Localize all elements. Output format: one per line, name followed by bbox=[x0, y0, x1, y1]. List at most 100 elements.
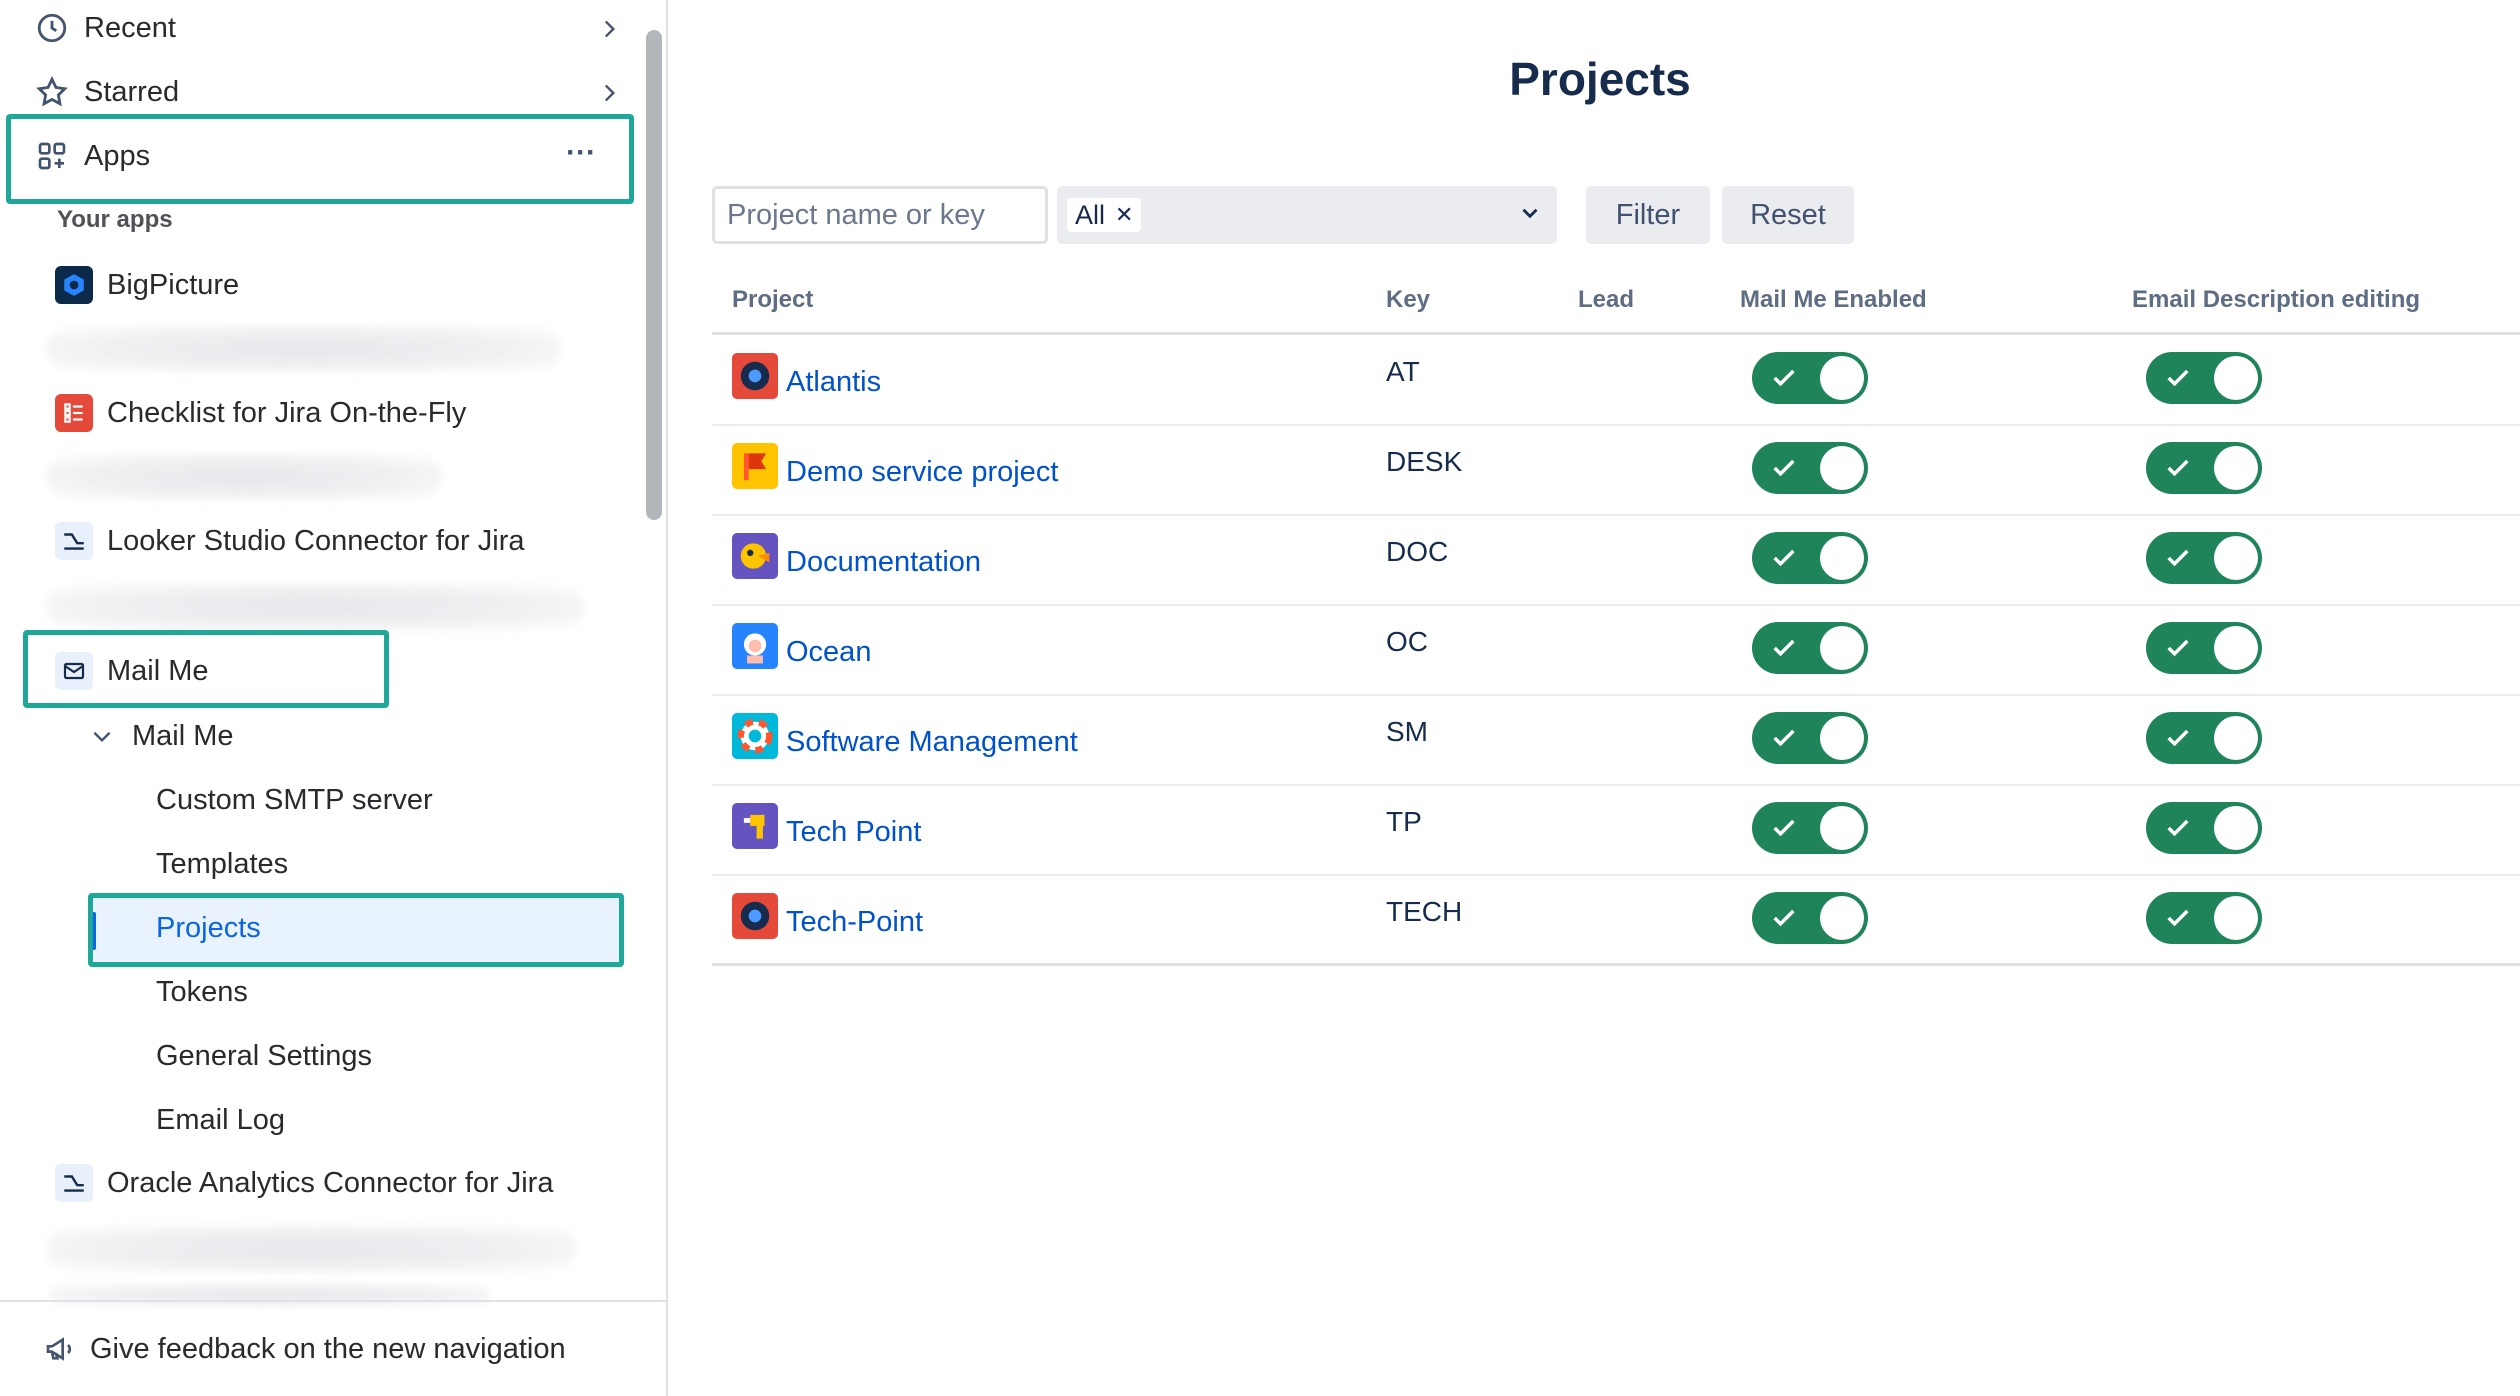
nav-starred-label: Starred bbox=[84, 75, 180, 108]
nav-recent-label: Recent bbox=[84, 11, 176, 44]
toggle-knob bbox=[1820, 806, 1864, 850]
star-icon bbox=[34, 74, 70, 110]
app-oracle-analytics[interactable]: Oracle Analytics Connector for Jira bbox=[55, 1164, 553, 1202]
check-icon bbox=[2164, 634, 2192, 667]
project-link[interactable]: Software Management bbox=[786, 726, 1078, 758]
selected-item-bg bbox=[92, 895, 620, 967]
sub-item-label: Email Log bbox=[156, 1104, 285, 1136]
check-icon bbox=[1770, 904, 1798, 937]
email-description-editing-toggle[interactable] bbox=[2146, 442, 2262, 494]
sub-item-email-log[interactable]: Email Log bbox=[156, 1104, 285, 1137]
table-row: Atlantis AT bbox=[712, 336, 2520, 426]
check-icon bbox=[1770, 364, 1798, 397]
project-cell: Tech Point bbox=[732, 802, 921, 849]
project-cell: Documentation bbox=[732, 532, 981, 579]
filter-button[interactable]: Filter bbox=[1586, 186, 1710, 244]
project-link[interactable]: Documentation bbox=[786, 546, 982, 578]
table-row: Software Management SM bbox=[712, 696, 2520, 786]
project-link[interactable]: Tech Point bbox=[786, 816, 922, 848]
apps-grid-icon bbox=[34, 138, 70, 174]
app-checklist[interactable]: Checklist for Jira On-the-Fly bbox=[55, 394, 466, 432]
check-icon bbox=[1770, 634, 1798, 667]
project-cell: Ocean bbox=[732, 622, 871, 669]
email-description-editing-toggle[interactable] bbox=[2146, 622, 2262, 674]
sub-item-custom-smtp[interactable]: Custom SMTP server bbox=[156, 784, 433, 817]
mail-me-enabled-toggle[interactable] bbox=[1752, 892, 1868, 944]
mail-me-enabled-toggle[interactable] bbox=[1752, 532, 1868, 584]
remove-tag-icon[interactable]: ✕ bbox=[1115, 202, 1134, 227]
selected-indicator bbox=[92, 912, 96, 950]
sub-item-templates[interactable]: Templates bbox=[156, 848, 288, 881]
mail-me-enabled-toggle[interactable] bbox=[1752, 802, 1868, 854]
column-header-email-description-editing[interactable]: Email Description editing bbox=[2132, 286, 2421, 313]
megaphone-icon bbox=[44, 1333, 76, 1365]
check-icon bbox=[2164, 814, 2192, 847]
chevron-right-icon[interactable] bbox=[596, 14, 622, 49]
column-header-project[interactable]: Project bbox=[732, 286, 814, 313]
mail-me-enabled-toggle[interactable] bbox=[1752, 712, 1868, 764]
nav-recent[interactable]: Recent bbox=[34, 10, 176, 46]
sub-item-projects[interactable]: Projects bbox=[156, 912, 261, 945]
toggle-knob bbox=[2214, 806, 2258, 850]
sidebar: Recent Starred Apps ··· Your apps BigPic… bbox=[0, 0, 668, 1396]
feedback-link[interactable]: Give feedback on the new navigation bbox=[0, 1300, 666, 1396]
chevron-right-icon[interactable] bbox=[596, 78, 622, 113]
email-description-editing-toggle[interactable] bbox=[2146, 712, 2262, 764]
email-description-editing-toggle[interactable] bbox=[2146, 532, 2262, 584]
check-icon bbox=[2164, 724, 2192, 757]
mail-me-enabled-toggle[interactable] bbox=[1752, 622, 1868, 674]
app-label: Checklist for Jira On-the-Fly bbox=[107, 396, 467, 429]
documentation-avatar-icon bbox=[732, 532, 778, 579]
sidebar-scrollbar[interactable] bbox=[646, 30, 662, 520]
app-label: Oracle Analytics Connector for Jira bbox=[107, 1166, 554, 1199]
mail-me-enabled-toggle[interactable] bbox=[1752, 442, 1868, 494]
page-title: Projects bbox=[1509, 53, 1691, 105]
project-search-input[interactable] bbox=[712, 186, 1048, 244]
toggle-knob bbox=[1820, 896, 1864, 940]
app-label: BigPicture bbox=[107, 268, 240, 301]
column-header-key[interactable]: Key bbox=[1386, 286, 1431, 313]
project-link[interactable]: Ocean bbox=[786, 636, 872, 668]
project-link[interactable]: Demo service project bbox=[786, 456, 1059, 488]
sub-item-label: Custom SMTP server bbox=[156, 784, 433, 816]
nav-apps[interactable]: Apps bbox=[34, 138, 150, 174]
clock-icon bbox=[34, 10, 70, 46]
app-bigpicture[interactable]: BigPicture bbox=[55, 266, 239, 304]
nav-starred[interactable]: Starred bbox=[34, 74, 179, 110]
project-link[interactable]: Atlantis bbox=[786, 366, 882, 398]
project-link[interactable]: Tech-Point bbox=[786, 906, 924, 938]
chevron-down-icon bbox=[84, 718, 120, 754]
mail-me-enabled-toggle[interactable] bbox=[1752, 352, 1868, 404]
column-header-mail-me-enabled[interactable]: Mail Me Enabled bbox=[1740, 286, 1927, 313]
toggle-knob bbox=[2214, 356, 2258, 400]
project-key: TECH bbox=[1386, 896, 1463, 927]
filter-tag-label: All bbox=[1075, 199, 1106, 230]
check-icon bbox=[1770, 454, 1798, 487]
toggle-knob bbox=[2214, 446, 2258, 490]
software-management-avatar-icon bbox=[732, 712, 778, 759]
redacted-item bbox=[46, 326, 560, 372]
sub-item-label: Projects bbox=[156, 912, 261, 944]
email-description-editing-toggle[interactable] bbox=[2146, 802, 2262, 854]
mail-me-group[interactable]: Mail Me bbox=[84, 718, 234, 754]
email-description-editing-toggle[interactable] bbox=[2146, 892, 2262, 944]
table-row: Demo service project DESK bbox=[712, 426, 2520, 516]
check-icon bbox=[1770, 814, 1798, 847]
connector-icon bbox=[55, 1164, 93, 1202]
sub-item-tokens[interactable]: Tokens bbox=[156, 976, 248, 1009]
column-header-lead[interactable]: Lead bbox=[1578, 286, 1635, 313]
sub-item-general-settings[interactable]: General Settings bbox=[156, 1040, 372, 1073]
email-description-editing-toggle[interactable] bbox=[2146, 352, 2262, 404]
project-type-select[interactable]: All ✕ bbox=[1057, 186, 1557, 244]
toggle-knob bbox=[2214, 896, 2258, 940]
app-mail-me[interactable]: Mail Me bbox=[55, 652, 209, 690]
feedback-label: Give feedback on the new navigation bbox=[90, 1332, 566, 1365]
chevron-down-icon[interactable] bbox=[1517, 200, 1543, 231]
sub-item-label: Tokens bbox=[156, 976, 248, 1008]
project-key: OC bbox=[1386, 626, 1428, 657]
reset-button[interactable]: Reset bbox=[1722, 186, 1854, 244]
app-looker-studio[interactable]: Looker Studio Connector for Jira bbox=[55, 522, 525, 560]
toggle-knob bbox=[1820, 446, 1864, 490]
check-icon bbox=[2164, 454, 2192, 487]
more-icon[interactable]: ··· bbox=[566, 136, 596, 169]
